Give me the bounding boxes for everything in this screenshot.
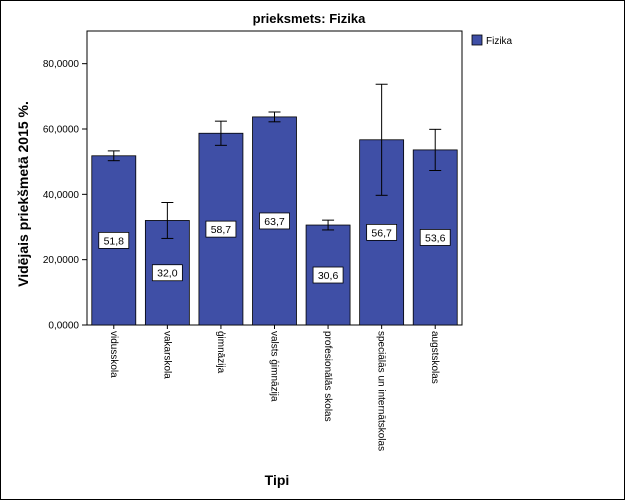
x-tick-label: vidusskola [108, 331, 119, 378]
data-label-box [98, 231, 130, 249]
legend-label-fizika: Fizika [486, 36, 513, 47]
data-label-box [366, 223, 398, 241]
x-tick-label: profesionālās skolas [322, 331, 333, 422]
y-tick-label: 20,0000 [43, 255, 80, 266]
data-label-box [151, 264, 183, 282]
x-tick-label: valsts ģimnāzija [269, 331, 282, 402]
chart-title: prieksmets: Fizika [253, 11, 366, 26]
data-label-box [259, 212, 290, 230]
y-tick-label: 60,0000 [43, 125, 80, 136]
x-axis-label: Tipi [265, 472, 290, 488]
legend: Fizika [471, 34, 513, 47]
data-label: 53,6 [425, 232, 446, 244]
data-label-box [312, 266, 344, 284]
x-tick-labels: vidusskola vakarskola ģimnāzija valsts ģimn… [108, 325, 440, 451]
data-label: 51,8 [104, 235, 125, 247]
y-axis: 0,0000 20,0000 40,0000 60,0000 80,0000 [43, 59, 87, 332]
x-tick-label: vakarskola [161, 331, 172, 379]
x-tick-label: ģimnāzija [215, 331, 228, 374]
data-label: 58,7 [211, 224, 232, 236]
data-label-box [205, 220, 237, 238]
data-label: 63,7 [264, 216, 285, 228]
x-tick-label: augstskolas [429, 331, 440, 384]
data-label: 56,7 [371, 227, 392, 239]
y-tick-label: 0,0000 [48, 321, 79, 332]
data-label-box [419, 229, 451, 246]
legend-swatch-fizika [471, 34, 483, 46]
y-tick-label: 80,0000 [43, 59, 80, 70]
data-label: 32,0 [157, 268, 178, 280]
data-label: 30,6 [318, 270, 339, 282]
bars-layer: 51,8 32,0 58,7 63,7 30,6 56,7 53,6 [91, 83, 458, 326]
y-tick-label: 40,0000 [43, 190, 80, 201]
y-axis-label: Vidējais priekšmetā 2015 %. [15, 101, 31, 287]
x-tick-label: speciālās un internātskolas [376, 331, 387, 451]
